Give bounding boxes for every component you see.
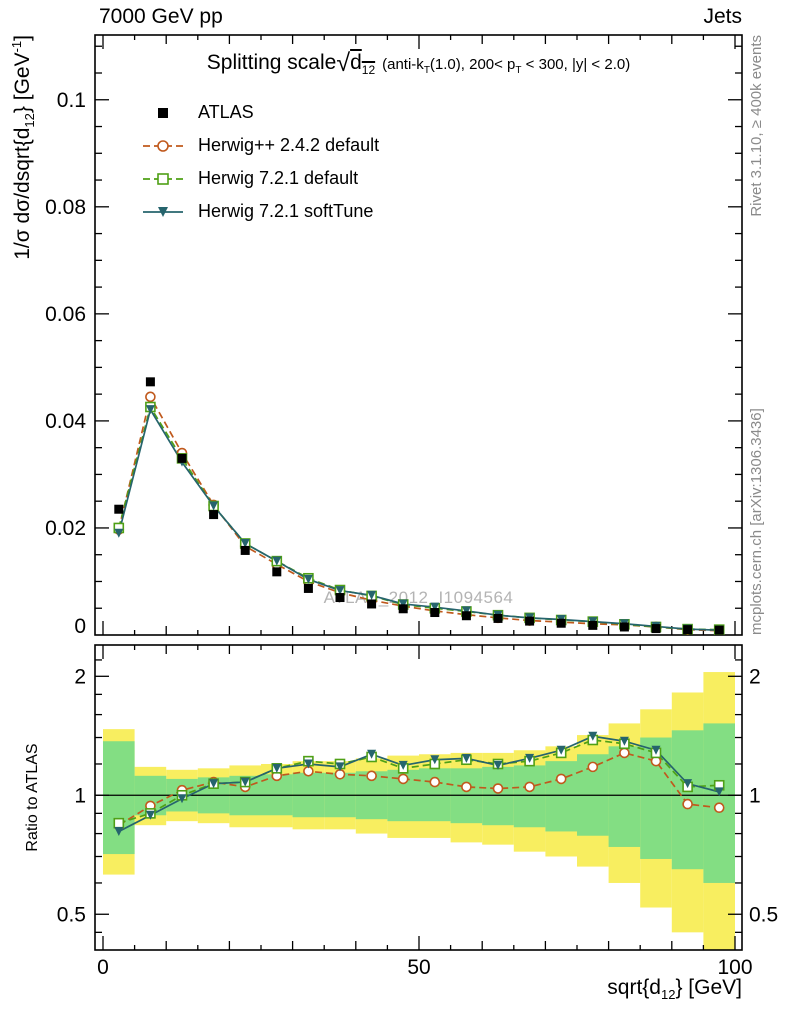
analysis-group-label: Jets — [703, 5, 742, 28]
axis-ticks — [95, 35, 742, 950]
radicand-subscript: 12 — [361, 63, 376, 78]
cuts-sub-pt: T — [515, 65, 522, 76]
ratio-panel-frame — [94, 644, 743, 951]
radicand-text: d — [350, 51, 362, 74]
svg-text:0: 0 — [74, 615, 86, 638]
square-filled-marker-icon — [141, 103, 185, 123]
legend: ATLAS Herwig++ 2.4.2 default Herwig 7.2.… — [141, 96, 379, 228]
title-radicand: d12 — [350, 51, 376, 78]
main-panel-frame — [94, 34, 743, 636]
legend-item-herwig7-default: Herwig 7.2.1 default — [141, 162, 379, 195]
legend-item-herwig7-softtune: Herwig 7.2.1 softTune — [141, 195, 379, 228]
ratio-y-axis-label: Ratio to ATLAS — [24, 743, 41, 852]
beam-energy-label: 7000 GeV pp — [99, 5, 223, 28]
svg-text:0.06: 0.06 — [45, 303, 86, 326]
y-label-superscript: -1 — [9, 40, 24, 53]
svg-text:0.5: 0.5 — [57, 903, 86, 926]
x-label-text-a: sqrt{d — [607, 976, 661, 999]
legend-item-atlas: ATLAS — [141, 96, 379, 129]
cuts-text-a: (anti-k — [382, 56, 424, 73]
y-label-text-a: 1/σ dσ/dsqrt{d — [11, 127, 34, 260]
sqrt-symbol: √ — [336, 49, 351, 77]
square-open-marker-icon — [141, 169, 185, 189]
circle-open-marker-icon — [141, 136, 185, 156]
cuts-text-b: (1.0), 200< p — [429, 56, 516, 73]
svg-text:0.04: 0.04 — [45, 410, 86, 433]
svg-text:2: 2 — [749, 665, 761, 688]
plot-title: Splitting scale√d12 (anti-kT(1.0), 200< p… — [95, 49, 742, 78]
svg-text:100: 100 — [717, 956, 752, 979]
y-label-text-b: } [GeV — [11, 52, 34, 114]
y-label-text-c: ] — [11, 35, 34, 41]
ratio-series — [113, 731, 725, 836]
main-y-axis-label: 1/σ dσ/dsqrt{d12} [GeV-1] — [9, 35, 38, 635]
y-label-subscript: 12 — [22, 113, 38, 128]
legend-label: ATLAS — [198, 102, 254, 123]
x-axis-label: sqrt{d12} [GeV] — [607, 976, 742, 1003]
svg-text:50: 50 — [407, 956, 430, 979]
svg-text:0: 0 — [97, 956, 109, 979]
svg-text:1: 1 — [74, 784, 86, 807]
legend-label: Herwig 7.2.1 default — [198, 168, 359, 189]
triangle-down-marker-icon — [141, 202, 185, 222]
svg-text:2: 2 — [74, 665, 86, 688]
svg-text:0.02: 0.02 — [45, 517, 86, 540]
x-label-subscript: 12 — [660, 987, 676, 1003]
svg-text:1: 1 — [749, 784, 761, 807]
legend-item-herwigpp-default: Herwig++ 2.4.2 default — [141, 129, 379, 162]
cuts-text-c: < 300, |y| < 2.0) — [521, 56, 631, 73]
cuts-sub-kt: T — [423, 65, 430, 76]
main-series — [113, 377, 725, 635]
legend-label: Herwig 7.2.1 softTune — [198, 201, 374, 222]
title-cuts: (anti-kT(1.0), 200< pT < 300, |y| < 2.0) — [382, 56, 631, 76]
legend-label: Herwig++ 2.4.2 default — [198, 135, 380, 156]
svg-text:0.08: 0.08 — [45, 196, 86, 219]
x-label-text-b: } [GeV] — [675, 976, 742, 999]
ratio-uncertainty-bands — [103, 672, 735, 950]
title-text: Splitting scale — [206, 51, 337, 74]
mcplots-reference-note: mcplots.cern.ch [arXiv:1306.3436] — [748, 408, 765, 635]
svg-text:0.5: 0.5 — [749, 903, 778, 926]
svg-text:0.1: 0.1 — [57, 89, 86, 112]
